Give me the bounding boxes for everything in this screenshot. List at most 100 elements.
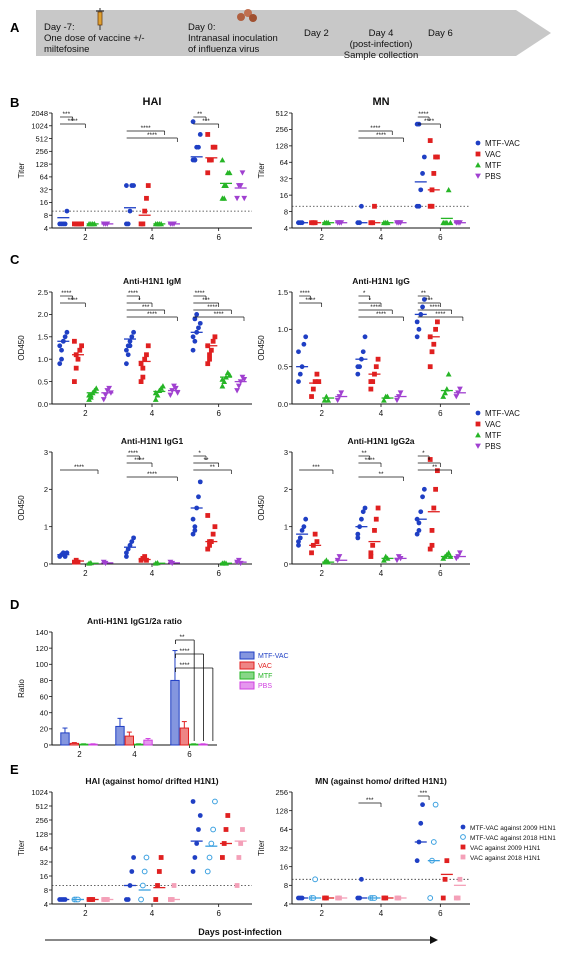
legend-label: MTF-VAC <box>485 139 520 148</box>
data-point <box>77 347 83 353</box>
data-point <box>125 897 131 902</box>
data-point <box>312 876 319 883</box>
data-point <box>433 486 439 492</box>
y-tick-label: 2048 <box>31 109 48 118</box>
bar <box>134 743 144 746</box>
significance-label: **** <box>61 290 72 297</box>
data-point <box>414 319 420 325</box>
legend-marker <box>475 443 481 449</box>
timeline-day4-desc1: (post-infection) <box>349 39 413 50</box>
significance-label: **** <box>134 457 145 464</box>
data-point <box>140 221 146 227</box>
significance-label: **** <box>68 297 79 304</box>
data-point <box>359 516 364 522</box>
y-tick-label: 64 <box>280 825 288 834</box>
timeline-day0-desc2: of influenza virus <box>188 44 260 55</box>
data-point <box>194 841 200 846</box>
data-point <box>336 554 343 560</box>
x-tick-label: 6 <box>216 569 221 578</box>
chart-title: MN (against homo/ drifted H1N1) <box>315 776 447 786</box>
data-point <box>204 868 211 875</box>
data-point <box>239 170 246 176</box>
timeline-day-minus7-desc1: One dose of vaccine +/- <box>44 33 145 44</box>
data-point <box>205 546 211 552</box>
y-tick-label: 4 <box>284 900 288 909</box>
bar <box>124 735 135 746</box>
panel-letter-d: D <box>10 597 20 612</box>
data-point <box>207 542 212 548</box>
data-point <box>219 157 226 163</box>
data-point <box>375 356 381 362</box>
y-tick-label: 1 <box>44 522 48 531</box>
data-point <box>155 883 160 888</box>
data-point <box>190 347 196 353</box>
data-point <box>237 183 244 189</box>
y-tick-label: 32 <box>40 185 48 194</box>
data-point <box>153 897 159 902</box>
x-tick-label: 4 <box>379 409 384 418</box>
y-tick-label: 128 <box>275 806 288 815</box>
y-tick-label: 1.0 <box>278 325 288 334</box>
data-point <box>420 171 425 176</box>
y-tick-label: 0.0 <box>38 400 48 409</box>
data-point <box>210 531 216 537</box>
data-point <box>196 494 201 500</box>
data-point <box>431 171 437 176</box>
timeline-day6: Day 6 <box>428 28 453 39</box>
data-point <box>440 895 446 901</box>
legend-swatch <box>239 651 255 660</box>
y-tick-label: 40 <box>40 709 48 718</box>
y-tick-label: 8 <box>44 211 48 220</box>
data-point <box>208 840 215 847</box>
data-point <box>205 132 211 137</box>
data-point <box>142 356 148 362</box>
data-point <box>145 183 151 188</box>
data-point <box>234 195 240 202</box>
timeline-day2: Day 2 <box>304 28 329 39</box>
data-point <box>432 801 439 808</box>
y-tick-label: 256 <box>275 125 288 134</box>
data-point <box>299 528 305 533</box>
x-tick-label: 6 <box>187 750 192 759</box>
data-point <box>138 379 144 384</box>
bar <box>88 743 98 746</box>
legend-label: VAC <box>258 663 272 670</box>
significance-label: * <box>428 457 431 464</box>
timeline-day-minus7-title: Day -7: <box>44 22 75 33</box>
significance-label: **** <box>179 648 190 655</box>
y-tick-label: 4 <box>44 224 48 233</box>
data-point <box>296 349 301 355</box>
x-tick-label: 2 <box>83 409 88 418</box>
x-tick-label: 2 <box>319 233 324 242</box>
data-point <box>59 347 64 353</box>
data-point <box>124 347 129 353</box>
legend-label: MTF <box>485 431 502 440</box>
data-point <box>93 385 100 391</box>
timeline-day0: Day 0: Intranasal inoculation of influen… <box>188 22 278 55</box>
significance-label: **** <box>376 311 387 318</box>
y-tick-label: 256 <box>35 816 48 825</box>
panel-letter-a: A <box>10 20 20 35</box>
y-tick-label: 2.5 <box>38 288 48 297</box>
data-point <box>64 329 70 335</box>
data-point <box>421 486 427 492</box>
chart-title: Anti-H1N1 IgG1/2a ratio <box>87 616 182 626</box>
data-point <box>296 539 301 544</box>
data-point <box>124 550 129 556</box>
data-point <box>138 361 144 367</box>
chart-title: Anti-H1N1 IgG2a <box>347 436 414 446</box>
y-tick-label: 120 <box>35 644 48 653</box>
data-point <box>325 397 332 403</box>
y-tick-label: 512 <box>35 802 48 811</box>
legend-label: MTF-VAC against 2018 H1N1 <box>470 835 556 842</box>
y-tick-label: 2.0 <box>38 310 48 319</box>
data-point <box>362 505 368 511</box>
data-point <box>360 349 366 355</box>
data-point <box>197 479 203 485</box>
x-tick-label: 6 <box>216 233 221 242</box>
data-point <box>362 334 368 340</box>
chart-title: Anti-H1N1 IgG <box>352 276 410 286</box>
data-point <box>381 557 387 563</box>
data-point <box>429 203 435 209</box>
x-tick-label: 2 <box>319 569 324 578</box>
